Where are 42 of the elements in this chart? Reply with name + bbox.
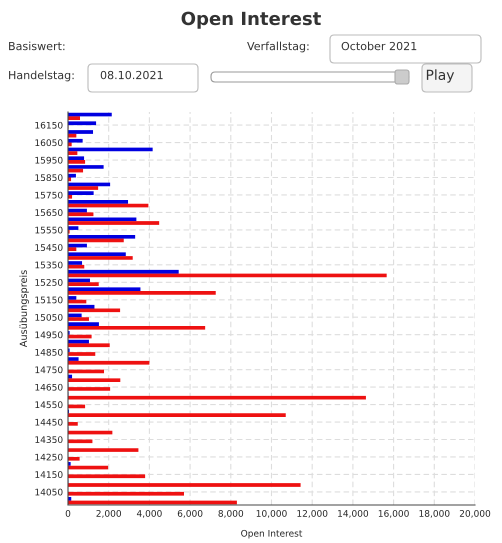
- x-tick-label: 14,000: [338, 510, 368, 518]
- x-tick-label: 0: [66, 510, 70, 517]
- y-tick-label: 16050: [35, 139, 63, 146]
- y-tick-label: 15650: [35, 209, 63, 216]
- x-tick-label: 12,000: [297, 510, 328, 518]
- text: October 2021: [342, 42, 416, 50]
- chart-title: Open Interest: [182, 12, 321, 29]
- text: Verfallstag:: [247, 42, 308, 52]
- x-tick-label: 6,000: [178, 510, 202, 518]
- y-axis-title: Ausübungspreis: [19, 270, 29, 348]
- text: Basiswert:: [9, 42, 64, 50]
- y-tick-label: 15150: [35, 296, 63, 304]
- x-tick-label: 16,000: [378, 510, 409, 518]
- x-tick-label: 18,000: [419, 510, 450, 518]
- y-tick-label: 15850: [35, 174, 63, 182]
- x-axis-title: Open Interest: [241, 530, 302, 538]
- y-tick-label: 15350: [35, 262, 63, 268]
- y-tick-label: 16150: [35, 122, 63, 129]
- x-tick-label: 2,000: [96, 510, 122, 518]
- y-tick-label: 14250: [35, 454, 63, 461]
- y-tick-label: 14550: [35, 401, 63, 408]
- x-tick-label: 20,000: [460, 510, 490, 518]
- y-tick-label: 15450: [35, 244, 63, 251]
- y-tick-label: 15250: [35, 279, 63, 286]
- x-tick-label: 4,000: [136, 510, 162, 518]
- y-tick-label: 14050: [35, 488, 63, 496]
- y-tick-label: 14450: [35, 418, 63, 426]
- x-tick-label: 10,000: [256, 510, 287, 518]
- y-tick-label: 14750: [35, 366, 63, 374]
- y-tick-label: 15750: [35, 192, 63, 199]
- y-tick-label: 15950: [35, 156, 63, 164]
- text: Play: [426, 69, 454, 83]
- y-tick-label: 14950: [35, 331, 63, 338]
- text: Handelstag:: [9, 70, 74, 82]
- y-tick-label: 15550: [35, 226, 63, 234]
- y-tick-label: 14850: [35, 348, 63, 356]
- y-tick-label: 14150: [35, 471, 63, 478]
- text: 08.10.2021: [100, 70, 163, 80]
- y-tick-label: 15050: [35, 314, 63, 321]
- y-tick-label: 14650: [35, 384, 63, 391]
- x-tick-label: 8,000: [218, 510, 244, 518]
- y-tick-label: 14350: [35, 436, 63, 444]
